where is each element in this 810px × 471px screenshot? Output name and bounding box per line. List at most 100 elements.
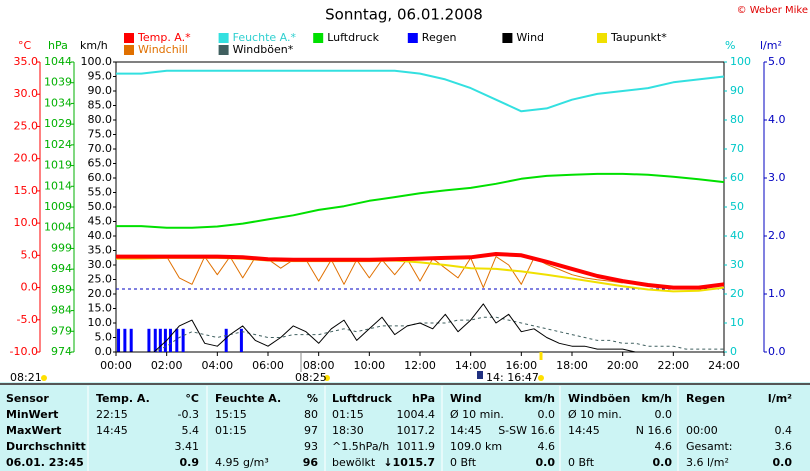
table-header: Regen bbox=[686, 392, 725, 405]
x-tick-label: 00:00 bbox=[100, 359, 132, 372]
y-tick-label: 100 bbox=[730, 55, 751, 68]
y-tick-label: 4.0 bbox=[768, 113, 786, 126]
table-cell: 14:45 bbox=[568, 424, 600, 437]
x-tick-label: 06:00 bbox=[252, 359, 284, 372]
y-tick-label: 10.0 bbox=[88, 316, 113, 329]
y-tick-label: 55.0 bbox=[88, 186, 113, 199]
y-tick-label: 989 bbox=[51, 283, 72, 296]
y-tick-label: 999 bbox=[51, 241, 72, 254]
table-cell: ↓1015.7 bbox=[383, 456, 435, 469]
y-tick-label: 0.0 bbox=[768, 345, 786, 358]
y-tick-label: 1014 bbox=[44, 179, 72, 192]
y-tick-label: 95.0 bbox=[88, 70, 113, 83]
table-cell: 1011.9 bbox=[397, 440, 436, 453]
y-tick-label: 979 bbox=[51, 324, 72, 337]
table-cell: -0.3 bbox=[178, 408, 199, 421]
legend-swatch bbox=[218, 45, 229, 55]
rain-bar bbox=[123, 328, 127, 352]
y-tick-label: 1019 bbox=[44, 159, 72, 172]
table-cell: 4.95 g/m³ bbox=[215, 456, 269, 469]
copyright: © Weber Mike bbox=[737, 5, 808, 16]
table-cell: MinWert bbox=[6, 408, 58, 421]
sun-markers: 08:21 08:25 14: 16:47 bbox=[10, 352, 544, 384]
axis-unit: °C bbox=[18, 39, 32, 52]
y-tick-label: 5.0 bbox=[21, 248, 39, 261]
x-tick-label: 24:00 bbox=[708, 359, 740, 372]
y-tick-label: 974 bbox=[51, 345, 72, 358]
table-header: l/m² bbox=[768, 392, 792, 405]
rain-bar bbox=[163, 328, 167, 352]
y-tick-label: 20 bbox=[730, 287, 744, 300]
y-tick-label: 1024 bbox=[44, 138, 72, 151]
series-line bbox=[116, 69, 725, 113]
table-header: Sensor bbox=[6, 392, 49, 405]
axis-unit: hPa bbox=[48, 39, 68, 52]
rain-bar bbox=[117, 328, 121, 352]
legend-label: Wind bbox=[516, 31, 544, 44]
y-tick-label: 984 bbox=[51, 304, 72, 317]
y-tick-label: 3.0 bbox=[768, 171, 786, 184]
y-tick-label: 30.0 bbox=[14, 87, 39, 100]
y-tick-label: 0.0 bbox=[21, 281, 39, 294]
table-cell: 00:00 bbox=[686, 424, 718, 437]
rain-bar bbox=[153, 328, 157, 352]
y-tick-label: 35.0 bbox=[88, 244, 113, 257]
y-tick-label: 50.0 bbox=[88, 200, 113, 213]
table-cell: 06.01. 23:45 bbox=[6, 456, 84, 469]
y-tick-label: 40.0 bbox=[88, 229, 113, 242]
table-cell: 4.6 bbox=[655, 440, 673, 453]
x-tick-label: 08:00 bbox=[303, 359, 335, 372]
y-tick-label: 35.0 bbox=[14, 55, 39, 68]
table-header: % bbox=[307, 392, 318, 405]
y-tick-label: 75.0 bbox=[88, 128, 113, 141]
legend-label: Feuchte A.* bbox=[233, 31, 297, 44]
rain-bar bbox=[147, 328, 151, 352]
x-tick-label: 20:00 bbox=[607, 359, 639, 372]
table-cell: 1017.2 bbox=[397, 424, 436, 437]
table-cell: 0.0 bbox=[538, 408, 556, 421]
legend-label: Windchill bbox=[138, 43, 188, 56]
table-cell: 18:30 bbox=[332, 424, 364, 437]
table-cell: 93 bbox=[304, 440, 318, 453]
y-tick-label: 60 bbox=[730, 171, 744, 184]
x-tick-label: 12:00 bbox=[404, 359, 436, 372]
rain-bar bbox=[158, 328, 162, 352]
table-dividers bbox=[87, 386, 679, 471]
table-cell: 1004.4 bbox=[397, 408, 436, 421]
table-cell: 0.9 bbox=[180, 456, 200, 469]
y-tick-label: 15.0 bbox=[14, 184, 39, 197]
table-cell: MaxWert bbox=[6, 424, 61, 437]
table-cell: 96 bbox=[303, 456, 319, 469]
y-tick-label: 25.0 bbox=[88, 273, 113, 286]
table-cell: bewölkt bbox=[332, 456, 376, 469]
legend-label: Taupunkt* bbox=[610, 31, 667, 44]
rain-bar bbox=[224, 328, 228, 352]
x-tick-label: 14:00 bbox=[455, 359, 487, 372]
axis-unit: % bbox=[725, 39, 735, 52]
sun-label: 08:25 bbox=[295, 371, 327, 384]
y-tick-label: 1004 bbox=[44, 221, 72, 234]
y-tick-label: 994 bbox=[51, 262, 72, 275]
table-header: Temp. A. bbox=[96, 392, 150, 405]
series-line bbox=[116, 303, 724, 353]
x-tick-label: 22:00 bbox=[657, 359, 689, 372]
table-cell: 22:15 bbox=[96, 408, 128, 421]
y-tick-label: 85.0 bbox=[88, 99, 113, 112]
y-tick-label: 5.0 bbox=[768, 55, 786, 68]
table-cell: S-SW 16.6 bbox=[498, 424, 555, 437]
y-tick-label: 70 bbox=[730, 142, 744, 155]
table-cell: 80 bbox=[304, 408, 318, 421]
table-cell: 0 Bft bbox=[450, 456, 477, 469]
y-tick-label: 30 bbox=[730, 258, 744, 271]
axis-unit: km/h bbox=[80, 39, 108, 52]
y-tick-label: 40 bbox=[730, 229, 744, 242]
x-tick-label: 18:00 bbox=[556, 359, 588, 372]
x-tick-label: 10:00 bbox=[353, 359, 385, 372]
table-cell: 3.6 l/m² bbox=[686, 456, 729, 469]
rain-bar bbox=[129, 328, 133, 352]
table-cell: 3.41 bbox=[175, 440, 200, 453]
table-cell: Ø 10 min. bbox=[568, 408, 622, 421]
table-cell: 0.4 bbox=[775, 424, 793, 437]
y-tick-label: 80 bbox=[730, 113, 744, 126]
